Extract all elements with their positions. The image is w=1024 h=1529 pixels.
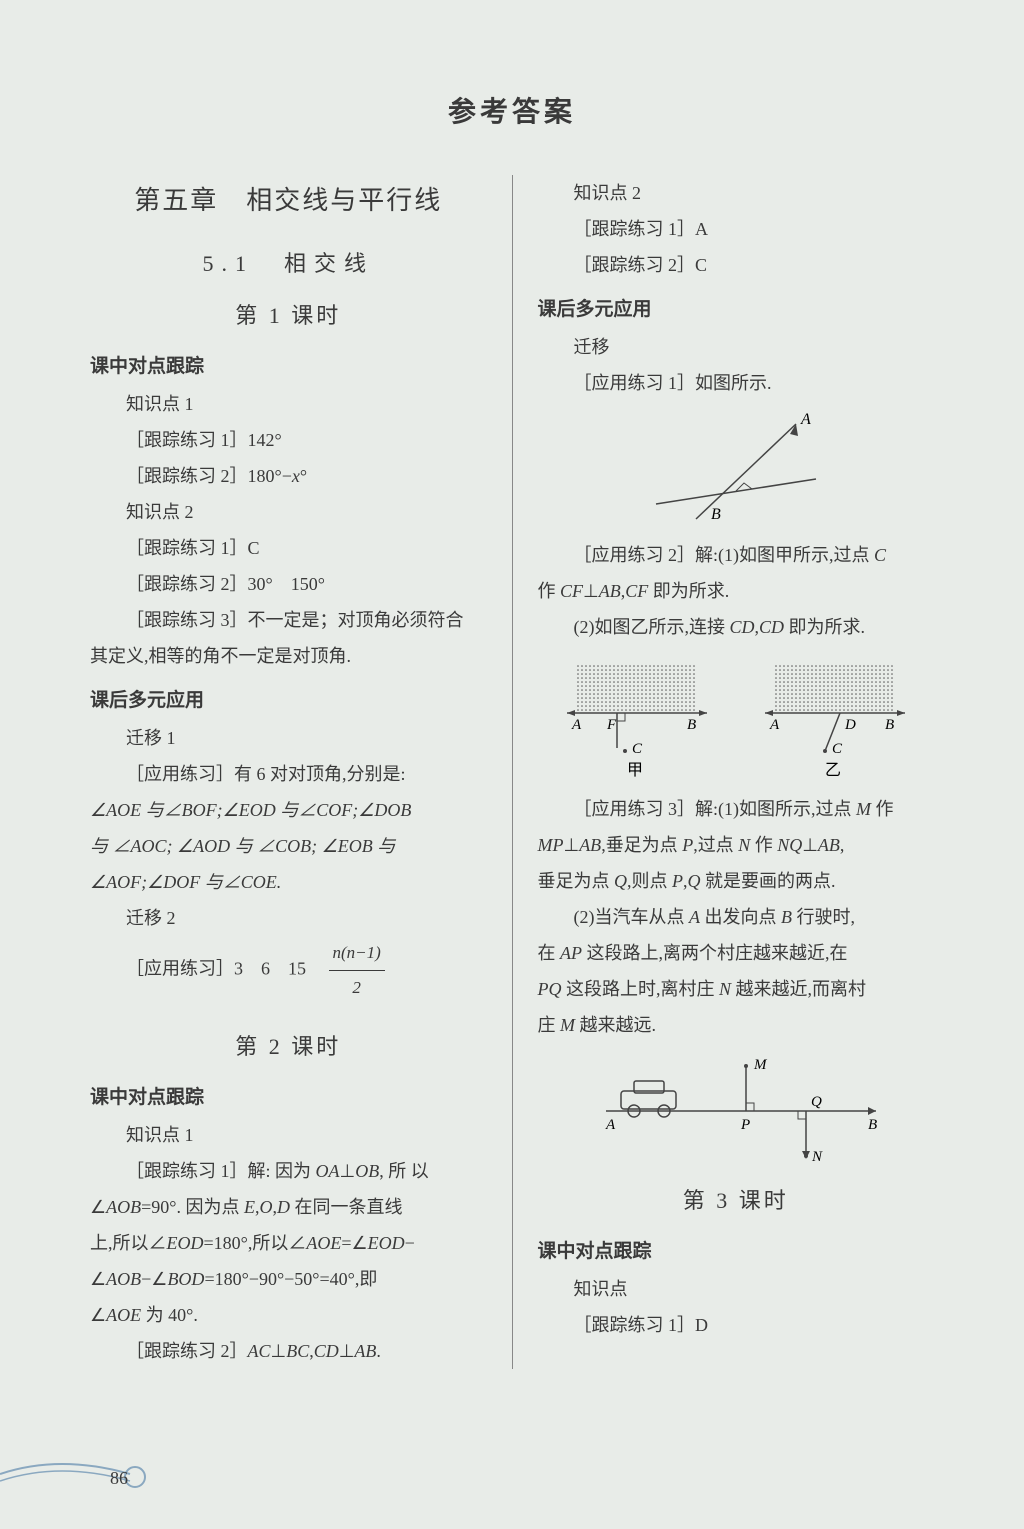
t2-1d: ∠AOB−∠BOD=180°−90°−50°=40°,即 <box>90 1261 487 1297</box>
tracking-heading-3: 课中对点跟踪 <box>538 1233 935 1271</box>
shift-2: 迁移 2 <box>90 900 487 936</box>
text: ［跟踪练习 2］180°−x° <box>126 466 307 486</box>
apply-heading-r: 课后多元应用 <box>538 291 935 329</box>
figure-1: A B <box>538 409 935 529</box>
figure-3: A P Q B M N <box>538 1051 935 1171</box>
svg-text:M: M <box>753 1057 768 1073</box>
app3f: PQ 这段路上时,离村庄 N 越来越近,而离村 <box>538 971 935 1007</box>
apply-heading: 课后多元应用 <box>90 682 487 720</box>
kp-r3: 知识点 <box>538 1271 935 1307</box>
svg-text:F: F <box>606 717 617 733</box>
app3b: MP⊥AB,垂足为点 P,过点 N 作 NQ⊥AB, <box>538 827 935 863</box>
numerator: n(n−1) <box>329 936 385 971</box>
fraction: n(n−1) 2 <box>329 936 385 1005</box>
app2c: (2)如图乙所示,连接 CD,CD 即为所求. <box>538 609 935 645</box>
tracking-heading: 课中对点跟踪 <box>90 348 487 386</box>
svg-text:A: A <box>769 717 780 733</box>
t2-1b: ∠AOB=90°. 因为点 E,O,D 在同一条直线 <box>90 1189 487 1225</box>
app3d: (2)当汽车从点 A 出发向点 B 行驶时, <box>538 899 935 935</box>
knowledge-point-2: 知识点 2 <box>90 494 487 530</box>
track-ex-2-3a: ［跟踪练习 3］不一定是；对顶角必须符合 <box>90 602 487 638</box>
page-number: 86 <box>110 1468 128 1489</box>
app3e: 在 AP 这段路上,离两个村庄越来越近,在 <box>538 935 935 971</box>
t2-1c: 上,所以∠EOD=180°,所以∠AOE=∠EOD− <box>90 1225 487 1261</box>
prefix: ［应用练习］3 6 15 <box>126 959 324 979</box>
app-ex-2: ［应用练习］3 6 15 n(n−1) 2 <box>90 936 487 1005</box>
left-column: 第五章 相交线与平行线 5.1 相交线 第 1 课时 课中对点跟踪 知识点 1 … <box>90 175 507 1369</box>
svg-text:A: A <box>571 717 582 733</box>
tracking-heading-2: 课中对点跟踪 <box>90 1079 487 1117</box>
car-diagram-icon: A P Q B M N <box>576 1051 896 1171</box>
app-ex-1b: ∠AOE 与∠BOF;∠EOD 与∠COF;∠DOB <box>90 792 487 828</box>
lesson-1-title: 第 1 课时 <box>90 294 487 338</box>
chapter-title: 第五章 相交线与平行线 <box>90 175 487 227</box>
track-ex-1-2: ［跟踪练习 2］180°−x° <box>90 458 487 494</box>
page-decoration-icon <box>0 1449 160 1499</box>
knowledge-point-1: 知识点 1 <box>90 386 487 422</box>
app2a: ［应用练习 2］解:(1)如图甲所示,过点 C <box>538 537 935 573</box>
lesson-2-title: 第 2 课时 <box>90 1025 487 1069</box>
svg-text:B: B <box>885 717 894 733</box>
svg-text:P: P <box>740 1117 750 1133</box>
label-B: B <box>711 506 721 523</box>
svg-text:B: B <box>868 1117 877 1133</box>
app-ex-1a: ［应用练习］有 6 对对顶角,分别是: <box>90 756 487 792</box>
r1: ［跟踪练习 1］A <box>538 211 935 247</box>
app-ex-1c: 与 ∠AOC; ∠AOD 与 ∠COB; ∠EOB 与 <box>90 828 487 864</box>
track-ex-2-3b: 其定义,相等的角不一定是对顶角. <box>90 638 487 674</box>
svg-text:N: N <box>811 1149 823 1165</box>
svg-text:C: C <box>832 741 843 757</box>
label-A: A <box>800 411 811 428</box>
svg-text:乙: 乙 <box>825 762 841 779</box>
track-ex-1-1: ［跟踪练习 1］142° <box>90 422 487 458</box>
lesson-3-title: 第 3 课时 <box>538 1179 935 1223</box>
track-ex-2-1: ［跟踪练习 1］C <box>90 530 487 566</box>
svg-text:D: D <box>844 717 856 733</box>
svg-text:C: C <box>632 741 643 757</box>
diagram-yi-icon: A D B C 乙 <box>755 653 915 783</box>
two-column-layout: 第五章 相交线与平行线 5.1 相交线 第 1 课时 课中对点跟踪 知识点 1 … <box>90 175 934 1369</box>
track-ex-2-2: ［跟踪练习 2］30° 150° <box>90 566 487 602</box>
t2-1e: ∠AOE 为 40°. <box>90 1297 487 1333</box>
app-ex-1d: ∠AOF;∠DOF 与∠COE. <box>90 864 487 900</box>
app3a: ［应用练习 3］解:(1)如图所示,过点 M 作 <box>538 791 935 827</box>
kp2-r: 知识点 2 <box>538 175 935 211</box>
figure-2: A F B C 甲 A D B <box>538 653 935 783</box>
knowledge-point-1b: 知识点 1 <box>90 1117 487 1153</box>
right-column: 知识点 2 ［跟踪练习 1］A ［跟踪练习 2］C 课后多元应用 迁移 ［应用练… <box>518 175 935 1369</box>
app1-r: ［应用练习 1］如图所示. <box>538 365 935 401</box>
column-divider <box>512 175 513 1369</box>
section-title: 5.1 相交线 <box>90 242 487 286</box>
diagram-jia-icon: A F B C 甲 <box>557 653 717 783</box>
svg-text:A: A <box>605 1117 616 1133</box>
shift-1: 迁移 1 <box>90 720 487 756</box>
t2-2: ［跟踪练习 2］AC⊥BC,CD⊥AB. <box>90 1333 487 1369</box>
page-title: 参考答案 <box>90 90 934 130</box>
t2-1a: ［跟踪练习 1］解: 因为 OA⊥OB, 所 以 <box>90 1153 487 1189</box>
denominator: 2 <box>329 971 385 1005</box>
t3-1: ［跟踪练习 1］D <box>538 1307 935 1343</box>
app3g: 庄 M 越来越远. <box>538 1007 935 1043</box>
svg-text:Q: Q <box>811 1094 822 1110</box>
app3c: 垂足为点 Q,则点 P,Q 就是要画的两点. <box>538 863 935 899</box>
app2b: 作 CF⊥AB,CF 即为所求. <box>538 573 935 609</box>
angle-diagram-icon: A B <box>636 409 836 529</box>
r2: ［跟踪练习 2］C <box>538 247 935 283</box>
shift-r: 迁移 <box>538 329 935 365</box>
svg-text:甲: 甲 <box>627 762 643 779</box>
svg-text:B: B <box>687 717 696 733</box>
